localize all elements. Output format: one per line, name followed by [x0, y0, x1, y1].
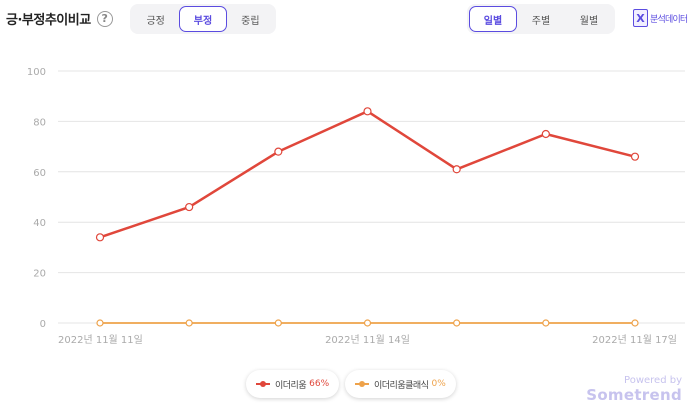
data-point-s1-3 — [363, 107, 372, 116]
data-point-s1-4 — [452, 165, 461, 174]
x-tick-label-2: 2022년 11월 17일 — [592, 334, 677, 346]
line-chart: 0 20 40 60 80 100 2022년 11월 11일 2022년 11월 14일 20… — [27, 67, 685, 346]
tab-neutral[interactable]: 중립 — [241, 15, 260, 27]
y-tick-label-1: 20 — [33, 269, 46, 280]
legend-series-name: 이더리움 — [275, 380, 307, 391]
y-tick-label-4: 80 — [33, 117, 46, 128]
tab-daily[interactable]: 일별 — [469, 6, 517, 32]
data-point-s1-2 — [274, 147, 283, 156]
y-tick-label-2: 40 — [33, 218, 46, 229]
legend-marker-icon — [355, 379, 369, 389]
title-area: 긍·부정추이비교 ? — [6, 9, 113, 28]
analysis-data-button[interactable]: X 분석데이터 — [633, 9, 688, 27]
sentiment-toggle: 긍정 부정 중립 — [130, 4, 276, 34]
data-point-s1-1 — [185, 202, 194, 212]
legend-series-name: 이더리움클래식 — [374, 380, 429, 391]
data-point-s2-4 — [453, 319, 461, 327]
legend-item-series-2[interactable]: 이더리움클래식 0% — [345, 370, 456, 398]
tab-positive[interactable]: 긍정 — [146, 15, 165, 27]
page-title: 긍·부정추이비교 — [6, 13, 91, 28]
legend-item-series-1[interactable]: 이더리움 66% — [246, 370, 340, 398]
y-tick-label-5: 100 — [27, 67, 46, 78]
data-point-s2-2 — [274, 319, 282, 327]
analysis-data-label: 분석데이터 — [650, 14, 688, 25]
chart-header: 긍·부정추이비교 ? 긍정 부정 중립 일별 주별 월별 X 분석데이터 — [0, 0, 700, 40]
data-point-s2-3 — [363, 319, 372, 327]
powered-by-text: Powered by — [624, 375, 682, 386]
period-toggle: 일별 주별 월별 — [467, 4, 615, 34]
x-tick-label-1: 2022년 11월 14일 — [325, 334, 410, 346]
y-tick-label-0: 0 — [40, 319, 46, 330]
legend-series-percent: 66% — [309, 379, 330, 389]
excel-x-icon: X — [633, 9, 648, 27]
data-point-s2-0 — [96, 319, 104, 327]
legend-marker-icon — [256, 379, 270, 389]
data-point-s2-6 — [631, 319, 639, 327]
data-point-s1-0 — [95, 233, 105, 242]
data-point-s1-5 — [541, 129, 550, 139]
tab-weekly[interactable]: 주별 — [531, 15, 551, 27]
question-mark-icon[interactable]: ? — [96, 10, 113, 27]
powered-by-branding: Powered by Sometrend — [586, 375, 682, 404]
data-point-s1-6 — [630, 152, 640, 161]
legend-series-percent: 0% — [431, 379, 446, 389]
tab-monthly[interactable]: 월별 — [579, 15, 599, 27]
brand-logo: Sometrend — [586, 386, 682, 404]
series-line-1 — [99, 110, 636, 239]
data-point-s2-1 — [185, 319, 193, 327]
x-tick-label-0: 2022년 11월 11일 — [58, 334, 143, 346]
tab-negative[interactable]: 부정 — [179, 6, 227, 32]
data-point-s2-5 — [542, 319, 550, 327]
y-tick-label-3: 60 — [33, 168, 46, 179]
